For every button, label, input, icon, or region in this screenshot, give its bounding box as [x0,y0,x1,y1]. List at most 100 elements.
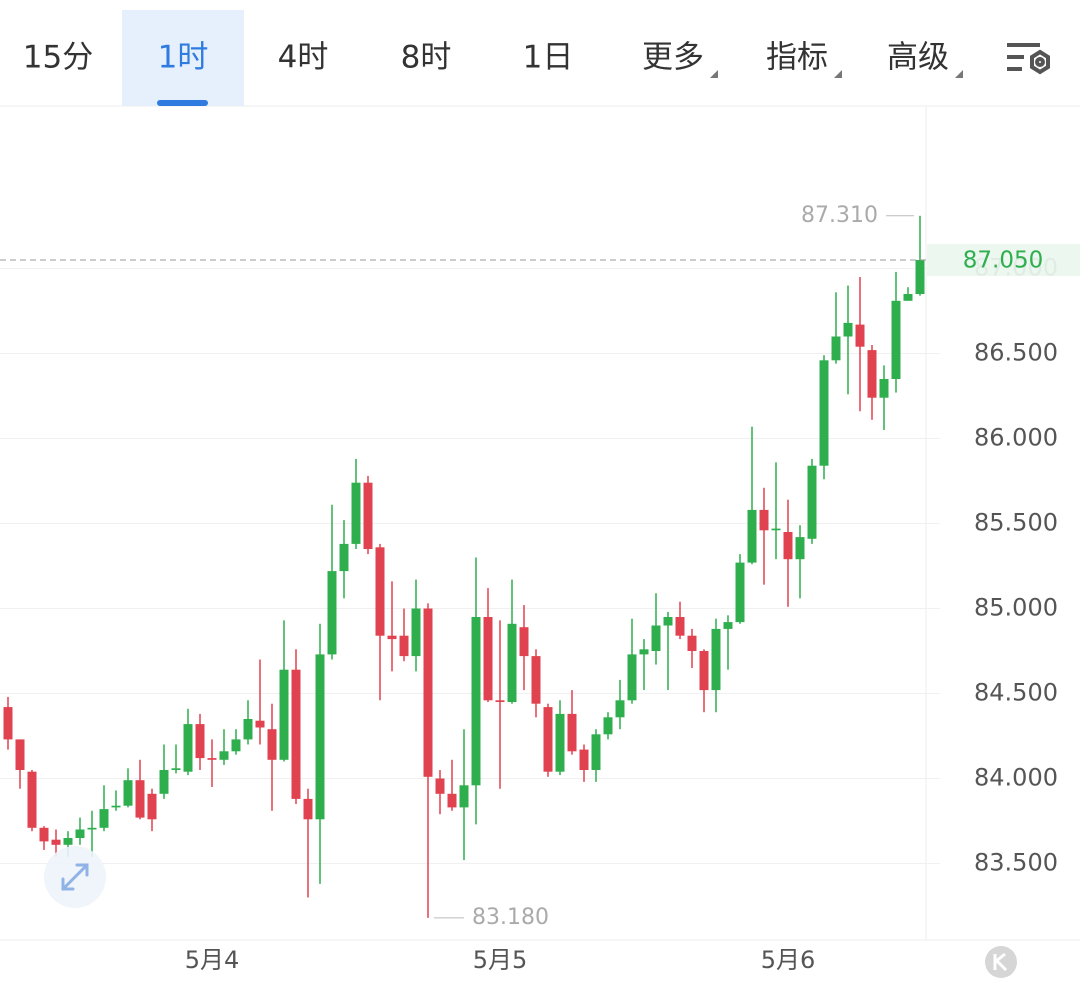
expand-button[interactable] [44,846,106,908]
candle-body [855,324,865,347]
candle-body [447,793,457,808]
candle [687,628,697,668]
candle [855,277,865,412]
tab[interactable]: 4时 [278,40,329,76]
candle-body [375,547,385,636]
candle [315,623,325,884]
candle-body [423,608,433,777]
candle [675,601,685,640]
candle-body [291,669,301,799]
k-button[interactable] [985,946,1017,978]
candle [831,292,841,364]
candle-body [843,322,853,337]
candle-body [231,739,241,752]
y-tick-label: 84.000 [974,764,1058,792]
candle [879,365,889,430]
y-tick-label: 86.000 [974,424,1058,452]
candle-body [267,729,277,760]
tab[interactable]: 1日 [523,40,574,76]
tab[interactable]: 8时 [401,40,452,76]
candle-body [111,805,121,808]
tab-label: 更多 [642,40,704,76]
dropdown-triangle [955,70,963,78]
candle-body [579,749,589,770]
last-price-label: 87.050 [963,248,1043,274]
candle [867,345,877,420]
candle-body [483,617,493,701]
candle [783,499,793,607]
candle [99,785,109,832]
candle [279,620,289,762]
tab[interactable]: 更多 [642,40,718,79]
candle-body [135,780,145,818]
x-tick-label: 5月5 [473,946,528,974]
candle [807,458,817,544]
tab-label: 高级 [887,40,949,76]
candle [363,475,373,555]
candle [711,618,721,713]
tab[interactable]: 高级 [887,40,963,79]
tab-label: 15分 [23,40,93,76]
candle [579,744,589,782]
candle [723,615,733,670]
candle-body [879,379,889,398]
candle-body [723,622,733,629]
last-price-box [927,244,1080,276]
tab[interactable]: 指标 [766,40,842,79]
tab[interactable]: 1时 [122,10,244,106]
candle-body [627,654,637,701]
candle [651,593,661,665]
candle-body [171,768,181,770]
candle [207,739,217,787]
candle-body [435,778,445,794]
candle-body [687,635,697,651]
candle [255,659,265,745]
y-tick-label: 83.500 [974,849,1058,877]
settings-icon[interactable] [1007,43,1050,75]
candle-body [351,482,361,544]
candle [327,504,337,660]
x-tick-label: 5月4 [185,946,240,974]
candle-body [279,669,289,760]
candle [339,520,349,599]
y-tick-label: 85.000 [974,594,1058,622]
candle-body [27,771,37,828]
candle [735,554,745,624]
candle-body [567,713,577,752]
candle [3,696,13,750]
candle [399,608,409,662]
candle-body [807,465,817,539]
candle [543,703,553,777]
candle-body [387,635,397,640]
tab-label: 1时 [158,40,209,76]
candle-body [783,532,793,560]
candle-body [759,509,769,531]
candle-body [159,770,169,794]
candle-body [615,700,625,718]
candle-body [543,707,553,772]
candle [291,649,301,804]
plot: 83.500 84.000 84.500 85.000 85.500 86.000 86.5… [0,203,1080,974]
candle-body [903,294,913,301]
candle-body [411,608,421,657]
candle-body [51,839,61,845]
candle [903,287,913,301]
candle [447,759,457,811]
candle [747,426,757,565]
tab[interactable]: 15分 [23,40,93,76]
candle [303,788,313,898]
candle [843,285,853,395]
candle [459,729,469,861]
candle-body [99,809,109,828]
candle-body [459,785,469,808]
candle [159,744,169,799]
candle-body [399,635,409,657]
candle [483,588,493,702]
candle-body [207,758,217,760]
candle [147,788,157,832]
candle-body [219,751,229,760]
y-tick-label: 86.500 [974,339,1058,367]
candle-body [663,617,673,626]
candle [471,557,481,825]
